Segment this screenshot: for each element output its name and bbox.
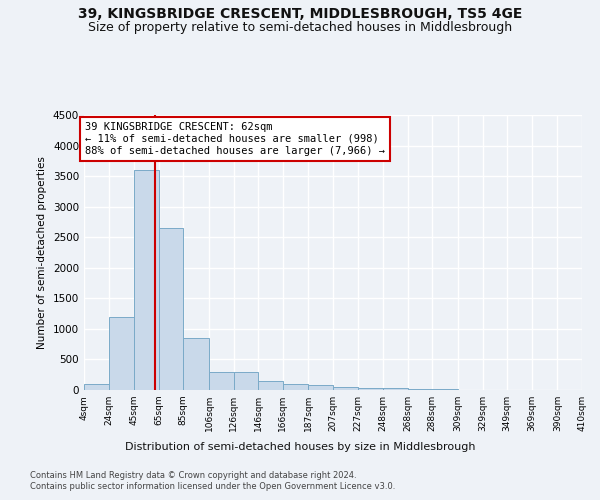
Bar (184, 338, 209, 390)
Bar (84, 384, 109, 390)
Bar (283, 384, 308, 390)
Text: Distribution of semi-detached houses by size in Middlesbrough: Distribution of semi-detached houses by … (125, 442, 475, 452)
Bar (233, 372, 258, 390)
Bar (383, 388, 408, 390)
Text: Size of property relative to semi-detached houses in Middlesbrough: Size of property relative to semi-detach… (88, 21, 512, 34)
Bar (159, 228, 184, 390)
Text: Contains public sector information licensed under the Open Government Licence v3: Contains public sector information licen… (30, 482, 395, 491)
Bar (308, 385, 333, 390)
Bar (333, 386, 358, 390)
Text: 39 KINGSBRIDGE CRESCENT: 62sqm
← 11% of semi-detached houses are smaller (998)
8: 39 KINGSBRIDGE CRESCENT: 62sqm ← 11% of … (85, 122, 385, 156)
Text: Contains HM Land Registry data © Crown copyright and database right 2024.: Contains HM Land Registry data © Crown c… (30, 471, 356, 480)
Bar (408, 389, 433, 390)
Y-axis label: Number of semi-detached properties: Number of semi-detached properties (37, 156, 47, 349)
Bar (209, 372, 233, 390)
Bar (134, 170, 159, 390)
Bar (358, 388, 383, 390)
Text: 39, KINGSBRIDGE CRESCENT, MIDDLESBROUGH, TS5 4GE: 39, KINGSBRIDGE CRESCENT, MIDDLESBROUGH,… (78, 8, 522, 22)
Bar (258, 381, 283, 390)
Bar (109, 316, 134, 390)
